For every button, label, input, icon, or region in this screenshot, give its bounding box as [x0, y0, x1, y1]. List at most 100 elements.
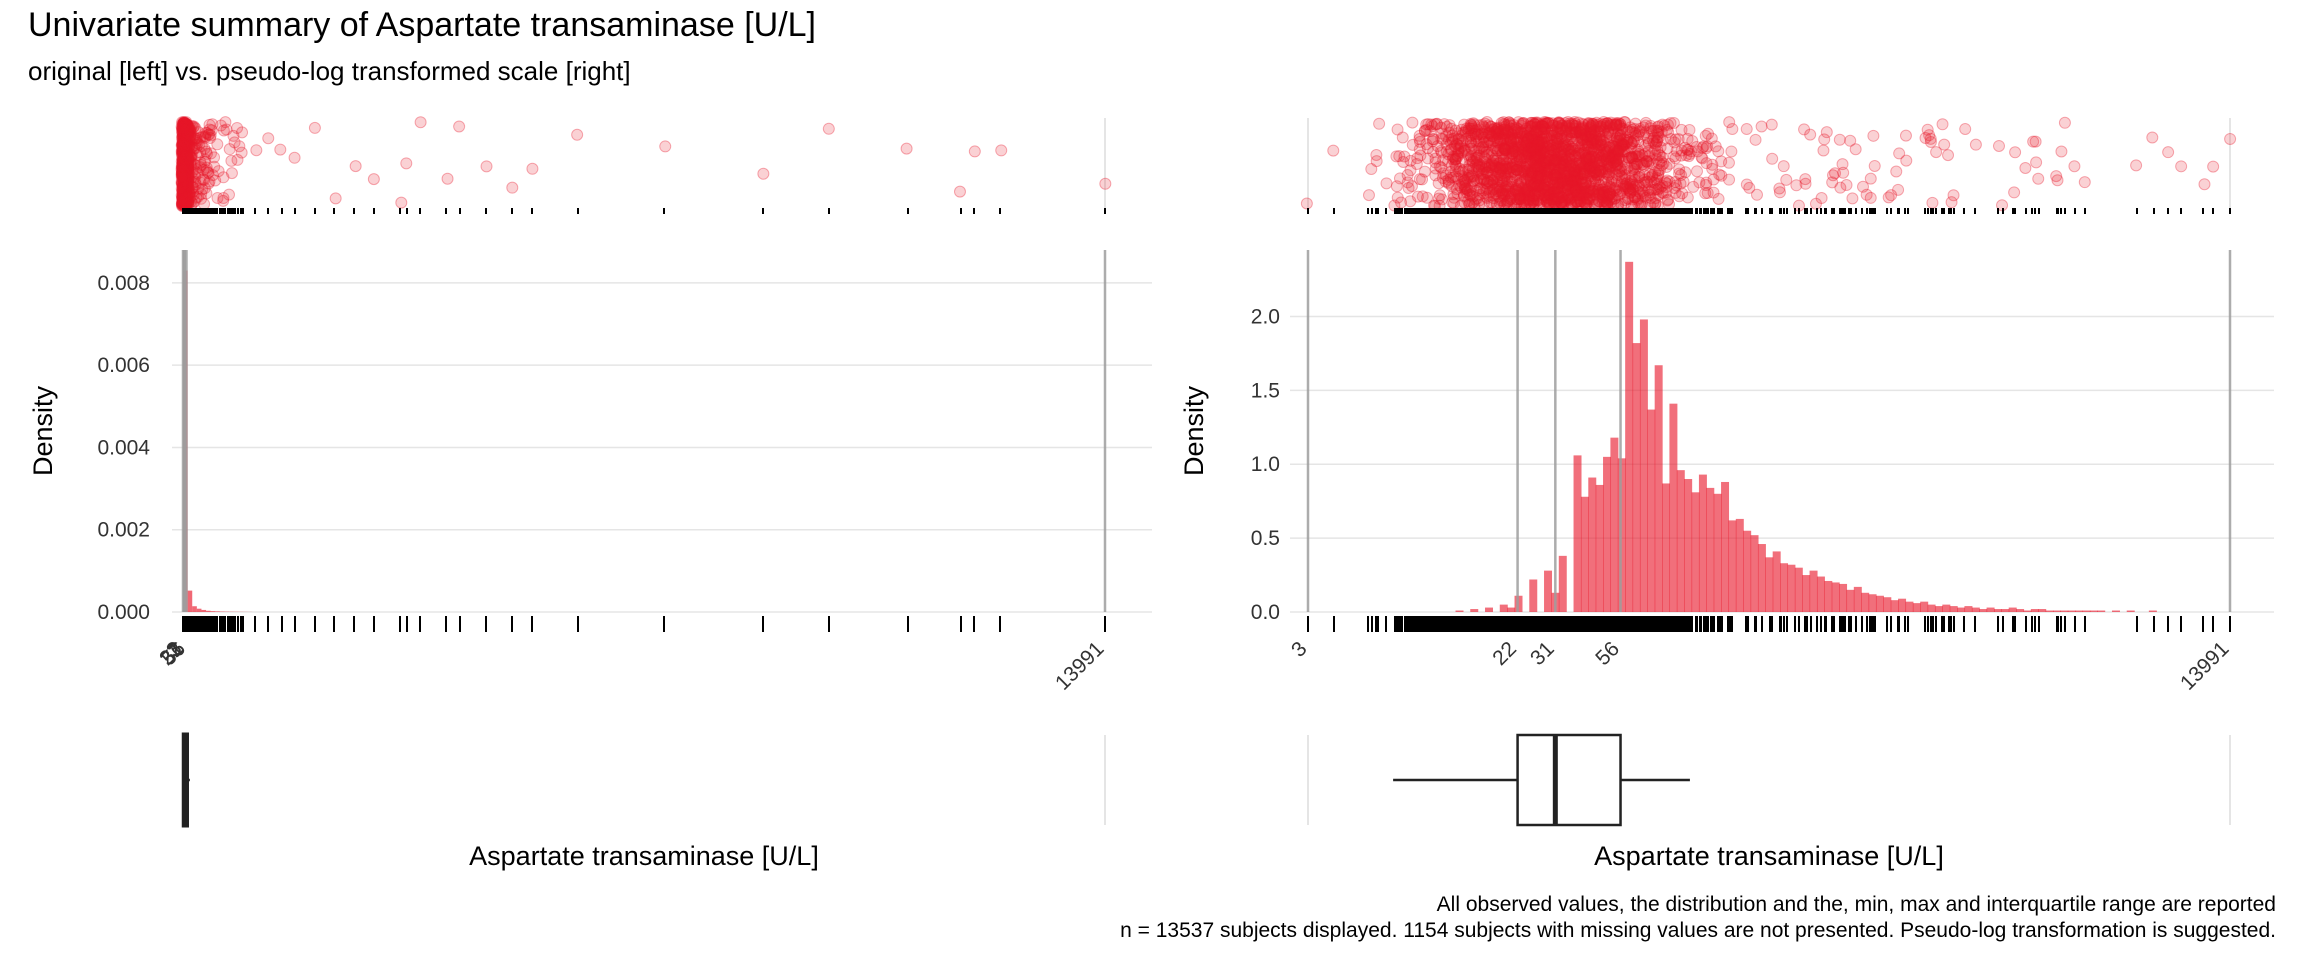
panel-right-jitter-point	[1373, 117, 1386, 130]
panel-right-jitter-point	[1414, 135, 1427, 148]
panel-right-hist-bar	[2052, 610, 2061, 612]
panel-right-jitter-point	[2130, 159, 2143, 172]
panel-left-jitter-point	[177, 185, 190, 198]
panel-left-jitter-point	[176, 161, 189, 174]
panel-left-jitter-point	[178, 137, 191, 150]
panel-right-hist-bar	[1905, 601, 1914, 612]
caption-line-1: All observed values, the distribution an…	[1436, 893, 2276, 916]
panel-right-hist-bar	[1809, 570, 1818, 612]
panel-left-jitter-point	[177, 190, 190, 203]
panel-right-hist-bar	[1780, 563, 1789, 612]
panel-left-jitter-point	[179, 169, 192, 182]
panel-right-hist-bar	[1507, 607, 1516, 612]
panel-right-hist-bar	[1861, 592, 1870, 612]
panel-right-jitter-point	[1390, 150, 1403, 163]
panel-left-jitter-point	[180, 192, 193, 205]
panel-left-jitter-point	[179, 163, 192, 176]
panel-right-jitter-point	[1817, 144, 1830, 157]
panel-right-jitter-point	[1959, 123, 1972, 136]
panel-left-jitter-point	[182, 167, 195, 180]
panel-left-jitter-point	[180, 141, 193, 154]
panel-left-jitter-point	[180, 158, 193, 171]
panel-left-jitter-point	[176, 155, 189, 168]
panel-left-jitter-point	[179, 162, 192, 175]
panel-left-jitter-point	[178, 158, 191, 171]
panel-right-jitter-points	[1300, 116, 2237, 212]
panel-left-jitter-point	[177, 191, 190, 204]
panel-right-jitter-point	[1509, 132, 1522, 145]
panel-right-jitter-point	[1521, 132, 1534, 145]
panel-left-jitter-point	[177, 124, 190, 137]
panel-left-jitter-point	[176, 177, 189, 190]
panel-right-jitter-point	[1690, 165, 1703, 178]
panel-right-jitter-point	[2078, 176, 2091, 189]
panel-right-jitter-point	[2146, 131, 2159, 144]
panel-left-jitter-point	[178, 127, 191, 140]
panel-left-jitter-point	[176, 171, 189, 184]
panel-right-jitter-point	[1726, 123, 1739, 136]
panel-right-hist-bar	[1485, 607, 1493, 612]
panel-left-jitter-point	[177, 171, 190, 184]
panel-left-jitter-point	[179, 176, 192, 189]
panel-right-hist-bar	[2023, 610, 2032, 612]
panel-left-jitter-point	[179, 177, 192, 190]
panel-left-jitter-point	[178, 125, 191, 138]
panel-left-jitter-point	[177, 134, 190, 147]
panel-left-jitter-point	[178, 156, 191, 169]
panel-left-jitter-point	[177, 139, 190, 152]
panel-left-jitter-point	[225, 167, 238, 180]
panel-right-hist-bar	[1898, 598, 1907, 612]
panel-left-jitter-point	[176, 181, 189, 194]
panel-right-jitter-point	[1551, 137, 1564, 150]
panel-left-jitter-point	[180, 194, 193, 207]
panel-left-jitter-point	[179, 125, 192, 138]
panel-left-jitter-point	[176, 167, 189, 180]
panel-left-jitter-point	[176, 186, 189, 199]
panel-right-jitter-point	[1668, 182, 1681, 195]
panel-left-jitter-point	[175, 177, 188, 190]
panel-right-ytick-label: 2.0	[1251, 305, 1280, 328]
panel-right-hist-bar	[1757, 544, 1766, 612]
panel-right-jitter-point	[1777, 160, 1790, 173]
panel-right-jitter-point	[2175, 160, 2188, 173]
panel-left-jitter-point	[180, 174, 193, 187]
panel-left-jitter-point	[177, 168, 190, 181]
chart-title: Univariate summary of Aspartate transami…	[28, 6, 816, 44]
panel-left-jitter-point	[231, 121, 244, 134]
panel-left-jitter-point	[526, 162, 539, 175]
panel-left-jitter-point	[180, 190, 193, 203]
panel-left-hist-bar	[187, 590, 193, 612]
panel-left-jitter-point	[179, 180, 192, 193]
panel-right-jitter-point	[1365, 163, 1378, 176]
panel-left-jitter-point	[177, 167, 190, 180]
panel-left-jitter-point	[177, 141, 190, 154]
panel-left-jitter-point	[179, 144, 192, 157]
panel-left-jitter-point	[182, 162, 195, 175]
panel-left-jitter-point	[177, 179, 190, 192]
panel-right-hist-bar	[1964, 606, 1973, 612]
panel-left-xtick-label: 13991	[1051, 637, 1109, 695]
panel-left-jitter-point	[182, 161, 195, 174]
panel-left-jitter-point	[178, 117, 191, 130]
panel-left-jitter-point	[181, 160, 194, 173]
panel-right-jitter-point	[1450, 183, 1463, 196]
panel-left-jitter-point	[178, 153, 191, 166]
panel-right-jitter-point	[1652, 124, 1665, 137]
panel-left-jitter-point	[178, 159, 191, 172]
panel-left-jitter-point	[349, 160, 362, 173]
panel-left-jitter-point	[176, 117, 189, 130]
panel-right-jitter-point	[1899, 129, 1912, 142]
panel-left-jitter-point	[181, 177, 194, 190]
panel-left-jitter-point	[178, 132, 191, 145]
panel-left-jitter-point	[176, 116, 189, 129]
panel-right-hist-bar	[1957, 607, 1966, 612]
panel-left-jitter-point	[176, 121, 189, 134]
panel-left-jitter-point	[180, 180, 193, 193]
panel-left-hist-bar	[196, 608, 202, 612]
panel-right-jitter-point	[1766, 152, 1779, 165]
panel-right-jitter-point	[1749, 133, 1762, 146]
panel-right-hist-bar	[1669, 403, 1678, 612]
panel-right-hist-bar	[1875, 595, 1884, 612]
panel-left-hist-bar	[201, 609, 207, 612]
